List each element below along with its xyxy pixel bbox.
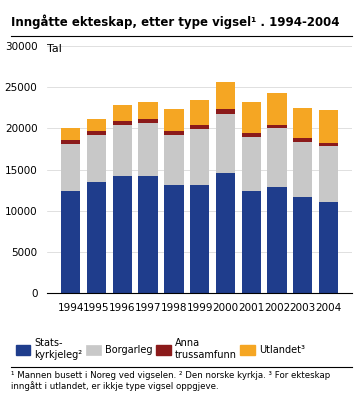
Bar [164,185,184,293]
Text: ¹ Mannen busett i Noreg ved vigselen. ² Den norske kyrkja. ³ For ekteskap
inngåt: ¹ Mannen busett i Noreg ved vigselen. ² … [11,371,330,391]
Bar [293,197,313,293]
Bar [164,109,184,131]
Bar [216,109,235,114]
Bar [319,142,338,146]
Bar [113,121,132,125]
Bar [61,128,80,140]
Bar [138,102,158,119]
Bar [61,140,80,144]
Bar [216,114,235,173]
Bar [61,191,80,293]
Text: Tal: Tal [47,44,62,54]
Bar [241,133,261,137]
Bar [164,131,184,135]
Bar [293,108,313,138]
Bar [87,135,106,182]
Bar [113,125,132,176]
Bar [190,125,209,129]
Bar [293,138,313,142]
Bar [267,125,287,129]
Bar [267,187,287,293]
Bar [61,144,80,191]
Bar [87,131,106,135]
Bar [164,135,184,185]
Bar [319,202,338,293]
Bar [87,182,106,293]
Bar [113,106,132,121]
Bar [216,83,235,109]
Bar [113,176,132,293]
Bar [190,100,209,125]
Bar [241,191,261,293]
Bar [241,102,261,132]
Text: Inngåtte ekteskap, etter type vigsel¹ . 1994-2004: Inngåtte ekteskap, etter type vigsel¹ . … [11,15,339,29]
Bar [87,119,106,131]
Bar [319,146,338,202]
Bar [138,123,158,176]
Bar [319,110,338,142]
Bar [216,173,235,293]
Bar [138,119,158,123]
Bar [190,185,209,293]
Bar [267,129,287,187]
Bar [293,142,313,197]
Bar [190,129,209,185]
Bar [138,176,158,293]
Bar [241,137,261,191]
Bar [267,93,287,125]
Legend: Stats-
kyrkjeleg², Borgarleg, Anna
trussamfunn, Utlandet³: Stats- kyrkjeleg², Borgarleg, Anna truss… [16,338,305,360]
